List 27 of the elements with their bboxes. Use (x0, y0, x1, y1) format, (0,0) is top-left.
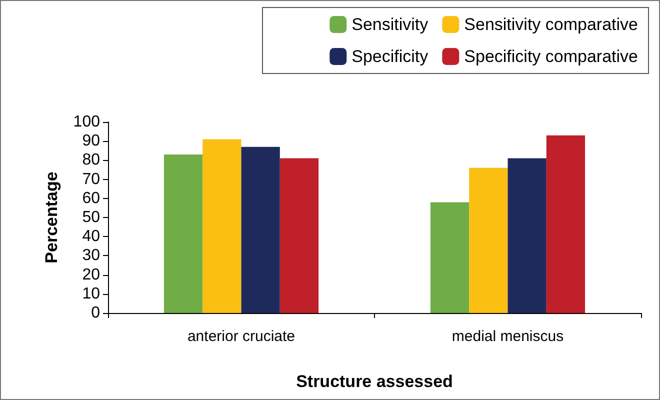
bar (546, 135, 586, 313)
x-tick-label: medial meniscus (452, 328, 564, 345)
y-axis-title: Percentage (42, 172, 61, 264)
y-tick-label: 80 (82, 152, 100, 169)
y-tick-label: 90 (82, 132, 100, 150)
legend-label: Sensitivity (352, 15, 429, 34)
legend-label: Sensitivity comparative (464, 15, 638, 34)
x-axis-title: Structure assessed (296, 372, 453, 391)
bar (280, 158, 319, 313)
bar (508, 158, 546, 313)
y-tick-label: 100 (73, 114, 100, 130)
y-tick-label: 10 (82, 285, 100, 302)
bar (202, 139, 242, 313)
y-tick-label: 30 (82, 247, 100, 264)
bar (469, 168, 508, 313)
y-tick-label: 70 (82, 170, 100, 188)
y-tick-label: 40 (82, 228, 100, 246)
legend-label: Specificity comparative (464, 47, 638, 66)
bar (164, 154, 203, 313)
y-tick-label: 0 (91, 304, 100, 322)
bar (430, 202, 470, 313)
y-tick-label: 60 (82, 190, 100, 207)
y-tick-label: 20 (82, 266, 100, 284)
legend-label: Specificity (352, 47, 429, 66)
x-tick-label: anterior cruciate (187, 328, 296, 345)
y-tick-label: 50 (82, 209, 100, 226)
bar (241, 146, 280, 313)
